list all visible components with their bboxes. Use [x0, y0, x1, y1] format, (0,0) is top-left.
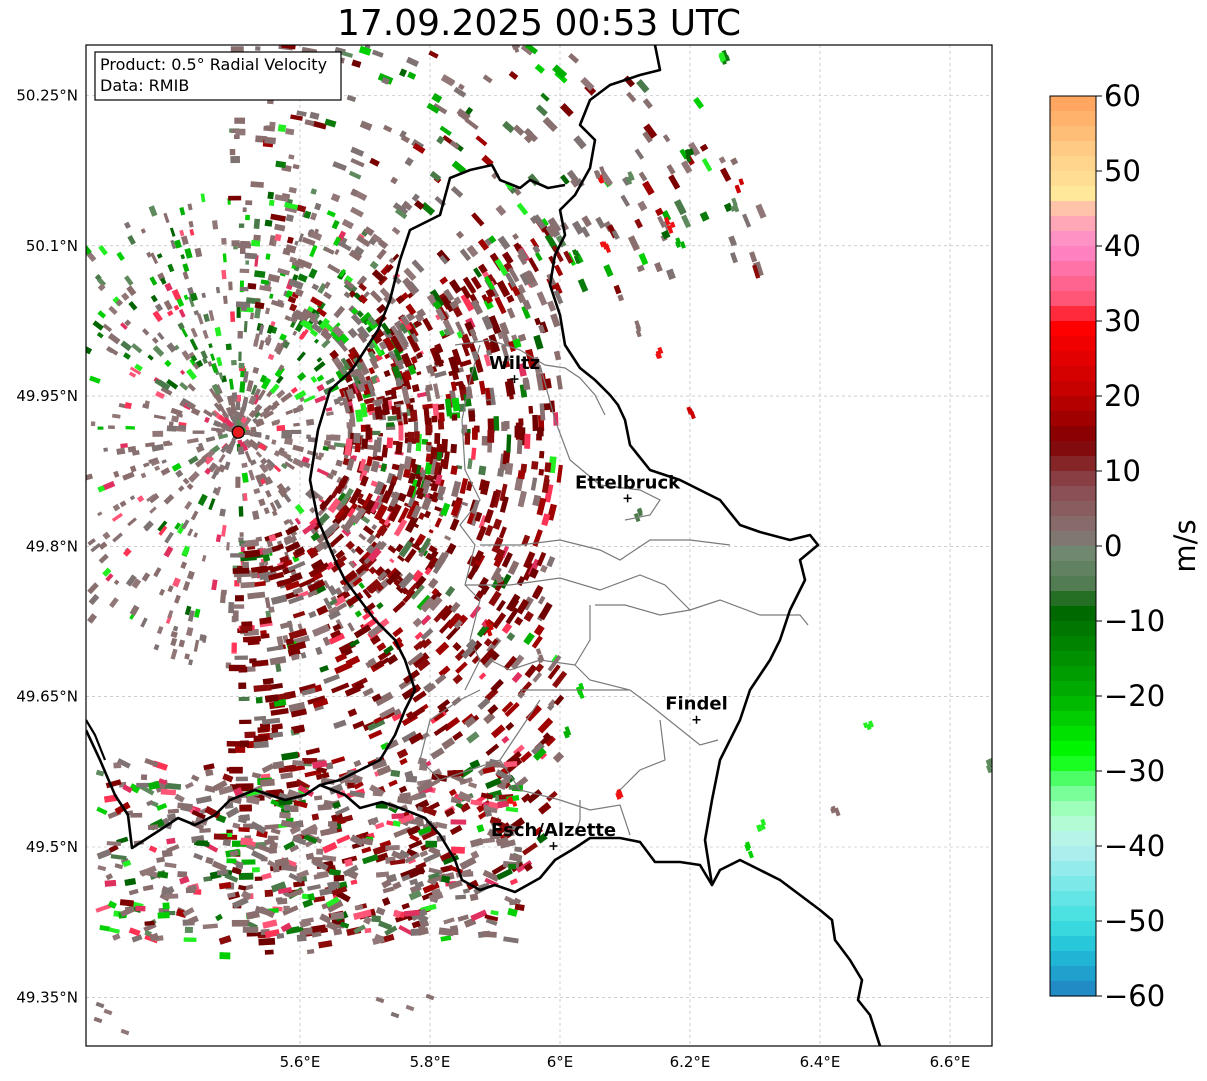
- lat-tick-label: 49.5°N: [26, 838, 78, 856]
- lon-tick-label: 6.6°E: [930, 1053, 971, 1071]
- national-border-east: [548, 45, 820, 886]
- info-data-text: Data: RMIB: [100, 76, 189, 95]
- radar-site-marker: [231, 425, 245, 439]
- lat-tick-label: 50.1°N: [26, 237, 78, 255]
- lat-tick-label: 49.35°N: [16, 988, 78, 1006]
- lat-tick-label: 49.65°N: [16, 688, 78, 706]
- city-label: Wiltz: [489, 353, 540, 374]
- lat-tick-label: 50.25°N: [16, 87, 78, 105]
- lon-tick-label: 6°E: [547, 1053, 574, 1071]
- info-box: Product: 0.5° Radial Velocity Data: RMIB: [94, 51, 342, 101]
- national-border-luxembourg: [86, 729, 882, 1046]
- city-marker: Esch/Alzette: [491, 820, 616, 850]
- canton-boundaries: [419, 339, 809, 836]
- lat-tick-label: 49.8°N: [26, 537, 78, 555]
- map-frame: [85, 44, 993, 1047]
- lon-tick-label: 6.2°E: [670, 1053, 711, 1071]
- city-label: Findel: [665, 694, 728, 715]
- info-product-text: Product: 0.5° Radial Velocity: [100, 55, 327, 74]
- national-border-north: [308, 163, 566, 787]
- lat-tick-label: 49.95°N: [16, 387, 78, 405]
- axis-tick-labels: 50.25°N 50.1°N 49.95°N 49.8°N 49.65°N 49.5°N 4…: [16, 87, 970, 1072]
- lon-tick-label: 5.8°E: [410, 1053, 451, 1071]
- lon-tick-label: 6.4°E: [800, 1053, 841, 1071]
- national-border-west: [86, 719, 107, 761]
- city-label: Ettelbruck: [575, 472, 681, 493]
- city-labels: Wiltz Ettelbruck Findel Esch/Alzette: [489, 353, 728, 850]
- lon-tick-label: 5.6°E: [280, 1053, 321, 1071]
- city-marker: Ettelbruck: [575, 472, 681, 503]
- map-title: 17.09.2025 00:53 UTC: [336, 3, 742, 44]
- city-label: Esch/Alzette: [491, 820, 616, 841]
- city-marker: Wiltz: [489, 353, 540, 384]
- map-background: [86, 45, 992, 1046]
- city-marker: Findel: [665, 694, 728, 724]
